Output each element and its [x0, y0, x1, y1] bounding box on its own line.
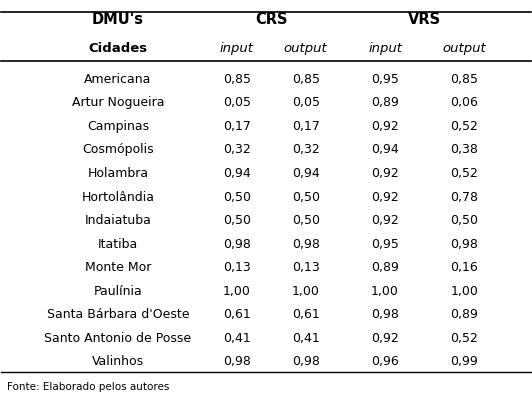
Text: Monte Mor: Monte Mor — [85, 261, 151, 274]
Text: Holambra: Holambra — [87, 167, 148, 180]
Text: 1,00: 1,00 — [371, 285, 399, 298]
Text: Indaiatuba: Indaiatuba — [85, 214, 151, 227]
Text: 0,98: 0,98 — [223, 355, 251, 369]
Text: 0,41: 0,41 — [292, 332, 320, 345]
Text: input: input — [368, 42, 402, 55]
Text: 0,52: 0,52 — [451, 167, 478, 180]
Text: input: input — [220, 42, 254, 55]
Text: 0,50: 0,50 — [451, 214, 478, 227]
Text: 0,50: 0,50 — [292, 214, 320, 227]
Text: 1,00: 1,00 — [223, 285, 251, 298]
Text: 0,50: 0,50 — [223, 191, 251, 203]
Text: 0,13: 0,13 — [292, 261, 320, 274]
Text: 1,00: 1,00 — [292, 285, 320, 298]
Text: 0,17: 0,17 — [292, 120, 320, 133]
Text: 0,17: 0,17 — [223, 120, 251, 133]
Text: 0,32: 0,32 — [292, 144, 320, 156]
Text: CRS: CRS — [255, 12, 287, 27]
Text: 0,61: 0,61 — [292, 308, 320, 321]
Text: 0,99: 0,99 — [451, 355, 478, 369]
Text: 0,94: 0,94 — [371, 144, 399, 156]
Text: 0,85: 0,85 — [451, 73, 478, 86]
Text: 0,98: 0,98 — [451, 238, 478, 251]
Text: Fonte: Elaborado pelos autores: Fonte: Elaborado pelos autores — [7, 382, 169, 392]
Text: 0,13: 0,13 — [223, 261, 251, 274]
Text: 1,00: 1,00 — [451, 285, 478, 298]
Text: output: output — [284, 42, 328, 55]
Text: 0,92: 0,92 — [371, 332, 399, 345]
Text: 0,92: 0,92 — [371, 214, 399, 227]
Text: 0,98: 0,98 — [223, 238, 251, 251]
Text: Valinhos: Valinhos — [92, 355, 144, 369]
Text: DMU's: DMU's — [92, 12, 144, 27]
Text: 0,50: 0,50 — [292, 191, 320, 203]
Text: Santo Antonio de Posse: Santo Antonio de Posse — [44, 332, 192, 345]
Text: 0,98: 0,98 — [371, 308, 399, 321]
Text: Cidades: Cidades — [88, 42, 147, 55]
Text: 0,95: 0,95 — [371, 73, 399, 86]
Text: 0,61: 0,61 — [223, 308, 251, 321]
Text: 0,06: 0,06 — [451, 97, 478, 109]
Text: 0,92: 0,92 — [371, 167, 399, 180]
Text: 0,89: 0,89 — [371, 261, 399, 274]
Text: 0,52: 0,52 — [451, 332, 478, 345]
Text: 0,52: 0,52 — [451, 120, 478, 133]
Text: 0,16: 0,16 — [451, 261, 478, 274]
Text: 0,41: 0,41 — [223, 332, 251, 345]
Text: Cosmópolis: Cosmópolis — [82, 144, 154, 156]
Text: output: output — [443, 42, 486, 55]
Text: 0,89: 0,89 — [451, 308, 478, 321]
Text: 0,32: 0,32 — [223, 144, 251, 156]
Text: 0,94: 0,94 — [223, 167, 251, 180]
Text: 0,96: 0,96 — [371, 355, 399, 369]
Text: 0,38: 0,38 — [451, 144, 478, 156]
Text: Santa Bárbara d'Oeste: Santa Bárbara d'Oeste — [47, 308, 189, 321]
Text: 0,85: 0,85 — [292, 73, 320, 86]
Text: Campinas: Campinas — [87, 120, 149, 133]
Text: Americana: Americana — [84, 73, 152, 86]
Text: 0,05: 0,05 — [223, 97, 251, 109]
Text: Paulínia: Paulínia — [94, 285, 142, 298]
Text: Artur Nogueira: Artur Nogueira — [72, 97, 164, 109]
Text: Itatiba: Itatiba — [98, 238, 138, 251]
Text: 0,89: 0,89 — [371, 97, 399, 109]
Text: 0,94: 0,94 — [292, 167, 320, 180]
Text: 0,95: 0,95 — [371, 238, 399, 251]
Text: 0,78: 0,78 — [451, 191, 478, 203]
Text: 0,85: 0,85 — [223, 73, 251, 86]
Text: 0,98: 0,98 — [292, 238, 320, 251]
Text: 0,92: 0,92 — [371, 191, 399, 203]
Text: 0,98: 0,98 — [292, 355, 320, 369]
Text: VRS: VRS — [408, 12, 442, 27]
Text: Hortolândia: Hortolândia — [81, 191, 154, 203]
Text: 0,05: 0,05 — [292, 97, 320, 109]
Text: 0,50: 0,50 — [223, 214, 251, 227]
Text: 0,92: 0,92 — [371, 120, 399, 133]
